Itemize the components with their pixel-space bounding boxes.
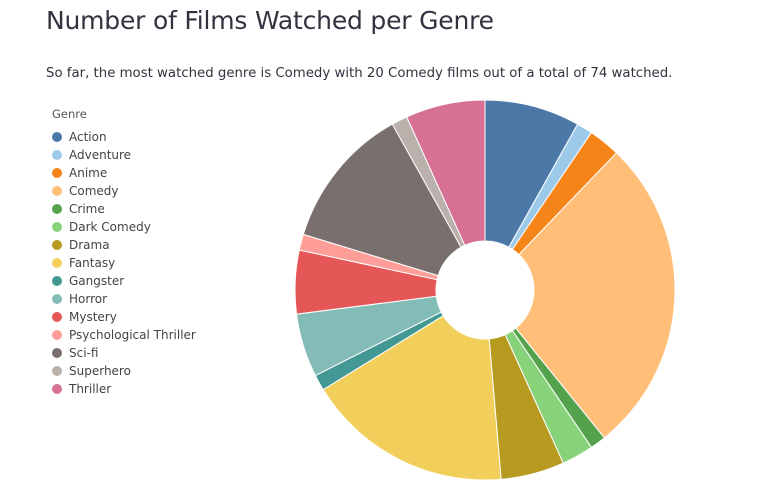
legend-swatch xyxy=(52,132,62,142)
legend-item: Drama xyxy=(52,236,196,254)
legend-swatch xyxy=(52,258,62,268)
legend-item: Mystery xyxy=(52,308,196,326)
legend-label: Comedy xyxy=(69,184,119,198)
legend-item: Thriller xyxy=(52,380,196,398)
legend-swatch xyxy=(52,276,62,286)
chart-title: Number of Films Watched per Genre xyxy=(46,6,494,35)
legend-items: Action Adventure Anime Comedy Crime Dark Come… xyxy=(52,128,196,398)
legend-swatch xyxy=(52,384,62,394)
legend-label: Adventure xyxy=(69,148,132,162)
legend-swatch xyxy=(52,204,62,214)
legend-label: Drama xyxy=(69,238,110,252)
legend-item: Horror xyxy=(52,290,196,308)
legend-label: Dark Comedy xyxy=(69,220,151,234)
legend-item: Gangster xyxy=(52,272,196,290)
legend-item: Superhero xyxy=(52,362,196,380)
legend-swatch xyxy=(52,294,62,304)
legend-swatch xyxy=(52,222,62,232)
legend-label: Mystery xyxy=(69,310,117,324)
legend-item: Dark Comedy xyxy=(52,218,196,236)
legend-item: Adventure xyxy=(52,146,196,164)
legend-label: Anime xyxy=(69,166,108,180)
pie-slice-comedy xyxy=(515,152,676,439)
legend-swatch xyxy=(52,312,62,322)
legend-label: Action xyxy=(69,130,107,144)
legend-title: Genre xyxy=(52,107,87,121)
legend-item: Sci-fi xyxy=(52,344,196,362)
pie-slice-fantasy xyxy=(322,315,502,481)
legend-item: Comedy xyxy=(52,182,196,200)
legend-item: Crime xyxy=(52,200,196,218)
legend-swatch xyxy=(52,330,62,340)
legend-swatch xyxy=(52,186,62,196)
legend-label: Fantasy xyxy=(69,256,116,270)
legend-swatch xyxy=(52,168,62,178)
legend-label: Gangster xyxy=(69,274,125,288)
legend-label: Horror xyxy=(69,292,108,306)
legend-item: Action xyxy=(52,128,196,146)
legend-swatch xyxy=(52,150,62,160)
legend-label: Sci-fi xyxy=(69,346,99,360)
legend: Genre Action Adventure Anime Comedy Crime Dar… xyxy=(52,107,196,398)
legend-item: Fantasy xyxy=(52,254,196,272)
legend-swatch xyxy=(52,366,62,376)
legend-label: Thriller xyxy=(69,382,112,396)
pie-slice-thriller xyxy=(406,99,486,247)
legend-swatch xyxy=(52,348,62,358)
legend-item: Psychological Thriller xyxy=(52,326,196,344)
pie-slice-sci-fi xyxy=(302,123,462,277)
legend-label: Superhero xyxy=(69,364,131,378)
legend-label: Psychological Thriller xyxy=(69,328,196,342)
legend-item: Anime xyxy=(52,164,196,182)
chart-subtitle: So far, the most watched genre is Comedy… xyxy=(46,66,673,81)
legend-swatch xyxy=(52,240,62,250)
legend-label: Crime xyxy=(69,202,105,216)
